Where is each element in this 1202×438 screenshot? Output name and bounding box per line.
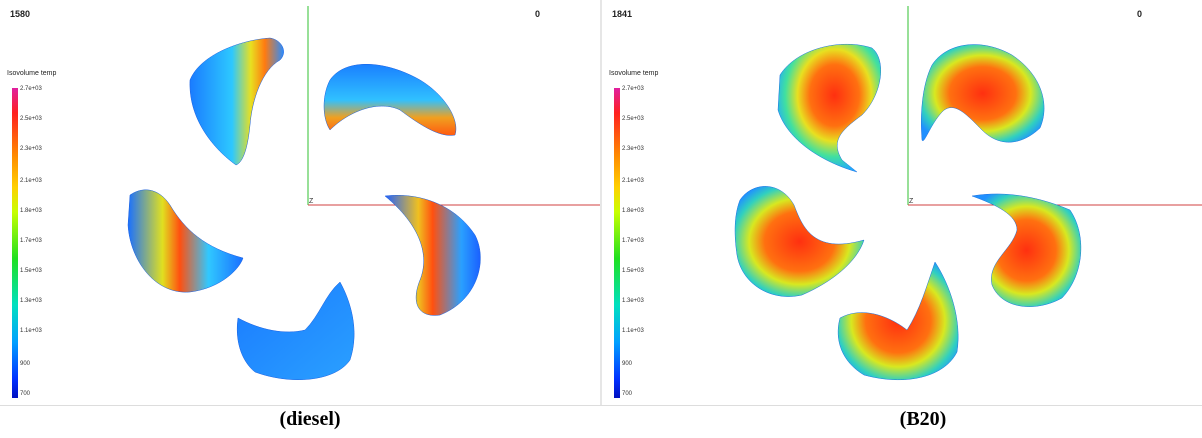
colorbar-tick: 1.7e+03 [20,238,42,244]
colorbar-tick: 2.3e+03 [622,146,644,152]
temperature-lobe [189,37,284,166]
colorbar-tick: 1.8e+03 [622,208,644,214]
colorbar-tick: 1.3e+03 [622,298,644,304]
colorbar-tick: 700 [20,391,31,397]
right-visualization-panel: 1841 0 Isovolume temp 2.7e+03 2.5e+03 2.… [602,0,1202,405]
colorbar-tick: 2.1e+03 [20,178,42,184]
colorbar-tick: 2.5e+03 [622,116,644,122]
colorbar-title: Isovolume temp [7,70,57,77]
colorbar-tick: 1.7e+03 [622,238,644,244]
colorbar-tick: 2.3e+03 [20,146,42,152]
colorbar-tick: 1.1e+03 [622,328,644,334]
colorbar-tick: 900 [20,361,31,367]
temperature-lobe [384,195,481,316]
temperature-lobe [734,186,865,297]
temperature-lobe [921,44,1045,143]
panel-divider [600,0,602,405]
temperature-lobe [837,261,959,381]
axis-label: Z [909,198,914,205]
colorbar-tick: 700 [622,391,633,397]
temperature-lobe [777,43,881,173]
colorbar-tick: 2.5e+03 [20,116,42,122]
temperature-lobe [323,64,457,136]
corner-value: 0 [1137,9,1143,19]
axis-label: Z [309,198,314,205]
left-visualization-panel: 1580 0 Isovolume temp 2.7e+03 2.5e+03 2.… [0,0,600,405]
colorbar-tick: 2.7e+03 [20,86,42,92]
frame-number: 1841 [612,9,633,19]
temperature-lobe [127,189,244,293]
colorbar-tick: 2.7e+03 [622,86,644,92]
colorbar-title: Isovolume temp [609,70,659,77]
colorbar [614,88,620,398]
colorbar-tick: 2.1e+03 [622,178,644,184]
temperature-lobe [971,193,1082,307]
colorbar-tick: 1.5e+03 [20,268,42,274]
isovolume-render: Z [127,6,600,380]
colorbar-tick: 1.5e+03 [622,268,644,274]
colorbar-tick: 1.3e+03 [20,298,42,304]
isovolume-render: Z [734,6,1202,381]
colorbar-tick: 1.1e+03 [20,328,42,334]
colorbar [12,88,18,398]
colorbar-tick: 1.8e+03 [20,208,42,214]
frame-number: 1580 [10,9,31,19]
caption-divider [0,405,1202,406]
caption-b20: (B20) [899,408,947,430]
colorbar-tick: 900 [622,361,633,367]
temperature-lobe [237,281,355,380]
corner-value: 0 [535,9,541,19]
caption-diesel: (diesel) [279,408,341,430]
